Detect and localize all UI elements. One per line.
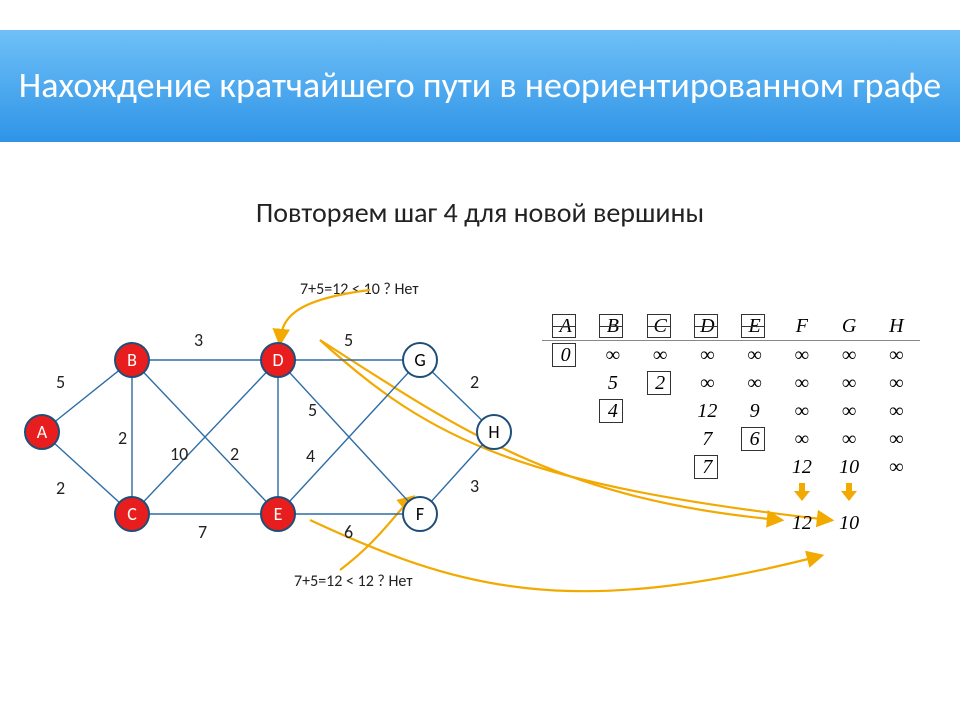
edge-weight: 2 xyxy=(56,477,65,499)
cell xyxy=(637,425,684,453)
edge-weight: 2 xyxy=(230,443,239,465)
cell xyxy=(542,425,589,453)
arrow-down-icon xyxy=(794,483,810,501)
table-row: 0∞∞∞∞∞∞∞ xyxy=(542,341,920,370)
cell: ∞ xyxy=(731,341,778,370)
cell xyxy=(589,509,636,537)
callout-arrow xyxy=(280,290,370,342)
col-G: G xyxy=(826,312,873,341)
cell: ∞ xyxy=(637,341,684,370)
col-E: E xyxy=(731,312,778,341)
cell: 12 xyxy=(778,453,825,481)
cell: 2 xyxy=(637,369,684,397)
arrow-down-icon xyxy=(841,483,857,501)
cell xyxy=(778,481,825,509)
cell xyxy=(542,397,589,425)
edge-weight: 2 xyxy=(470,371,479,393)
cell xyxy=(731,509,778,537)
cell: ∞ xyxy=(778,369,825,397)
cell xyxy=(684,481,731,509)
edge-weight: 6 xyxy=(344,521,353,543)
node-label: D xyxy=(272,349,283,371)
node-label: B xyxy=(127,349,137,371)
cell: 10 xyxy=(826,453,873,481)
node-label: E xyxy=(274,503,283,525)
cell: ∞ xyxy=(778,425,825,453)
col-B: B xyxy=(589,312,636,341)
cell: 7 xyxy=(684,425,731,453)
col-F: F xyxy=(778,312,825,341)
cell: 9 xyxy=(731,397,778,425)
cell: ∞ xyxy=(826,369,873,397)
edge-weight: 5 xyxy=(344,329,353,351)
cell xyxy=(542,509,589,537)
col-D: D xyxy=(684,312,731,341)
cell: 6 xyxy=(731,425,778,453)
node-label: G xyxy=(414,349,425,371)
cell: ∞ xyxy=(589,341,636,370)
cell xyxy=(637,453,684,481)
cell: ∞ xyxy=(873,425,920,453)
cell xyxy=(542,369,589,397)
table-row: 1210 xyxy=(542,509,920,537)
edge-weight: 10 xyxy=(170,443,188,465)
cell xyxy=(873,481,920,509)
cell xyxy=(873,509,920,537)
table-row: 7 1210∞ xyxy=(542,453,920,481)
cell: 10 xyxy=(826,509,873,537)
cell: ∞ xyxy=(731,369,778,397)
cell xyxy=(589,481,636,509)
cell xyxy=(542,481,589,509)
table-row: 4129∞∞∞ xyxy=(542,397,920,425)
edge-weight: 7 xyxy=(198,521,207,543)
cell: 4 xyxy=(589,397,636,425)
cell: 0 xyxy=(542,341,589,370)
cell xyxy=(589,453,636,481)
node-label: A xyxy=(37,421,48,443)
cell xyxy=(637,397,684,425)
cell: ∞ xyxy=(826,425,873,453)
cell: ∞ xyxy=(873,341,920,370)
table-row: 52∞∞∞∞∞ xyxy=(542,369,920,397)
cell xyxy=(826,481,873,509)
cell: ∞ xyxy=(873,453,920,481)
cell: ∞ xyxy=(778,397,825,425)
edge-weight: 2 xyxy=(118,427,127,449)
cell: 12 xyxy=(778,509,825,537)
node-label: C xyxy=(127,503,137,525)
cell xyxy=(684,509,731,537)
node-label: H xyxy=(488,421,499,443)
node-label: F xyxy=(416,503,424,525)
col-H: H xyxy=(873,312,920,341)
edge-weight: 4 xyxy=(306,445,315,467)
cell: ∞ xyxy=(873,369,920,397)
dijkstra-table: ABCDEFGH0∞∞∞∞∞∞∞52∞∞∞∞∞4129∞∞∞76∞∞∞71210… xyxy=(542,312,920,537)
edge-weight: 5 xyxy=(308,399,317,421)
cell: ∞ xyxy=(826,397,873,425)
table-row: 76∞∞∞ xyxy=(542,425,920,453)
cell: ∞ xyxy=(684,369,731,397)
cell: 7 xyxy=(684,453,731,481)
cell: ∞ xyxy=(684,341,731,370)
cell xyxy=(589,425,636,453)
edge-weight: 5 xyxy=(56,371,65,393)
col-C: C xyxy=(637,312,684,341)
cell xyxy=(731,453,778,481)
edge-weight: 3 xyxy=(194,329,203,351)
table-header: ABCDEFGH xyxy=(542,312,920,341)
cell xyxy=(637,509,684,537)
cell xyxy=(542,453,589,481)
cell: ∞ xyxy=(778,341,825,370)
table-row xyxy=(542,481,920,509)
cell: ∞ xyxy=(873,397,920,425)
col-A: A xyxy=(542,312,589,341)
edge-weight: 3 xyxy=(470,475,479,497)
cell: 5 xyxy=(589,369,636,397)
cell xyxy=(637,481,684,509)
cell: ∞ xyxy=(826,341,873,370)
cell xyxy=(731,481,778,509)
slide: Нахождение кратчайшего пути в неориентир… xyxy=(0,0,960,720)
cell: 12 xyxy=(684,397,731,425)
